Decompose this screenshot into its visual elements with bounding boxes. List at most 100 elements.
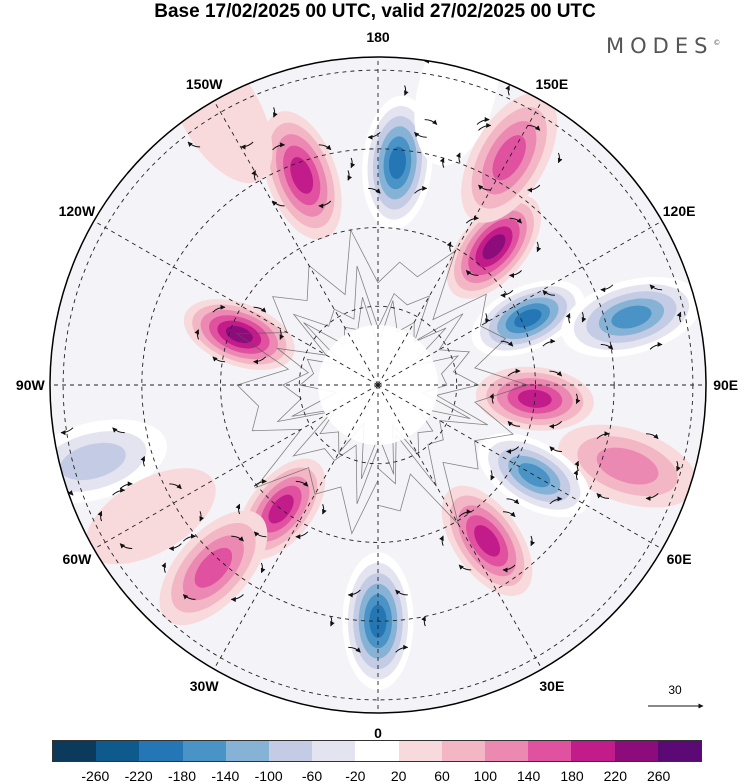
wind-arrow — [253, 356, 267, 365]
anomaly-center — [475, 366, 594, 431]
wind-arrow — [573, 469, 578, 481]
wind-arrow — [112, 487, 126, 496]
anomaly-center — [85, 468, 216, 565]
wind-arrow — [260, 562, 266, 574]
wind-arrow — [542, 338, 556, 347]
colorbar-swatch — [139, 741, 183, 761]
wind-arrow — [279, 329, 285, 340]
wind-arrow — [596, 493, 610, 499]
wind-arrow — [348, 646, 361, 653]
wind-vectors — [41, 57, 682, 653]
wind-arrow — [212, 304, 226, 313]
colorbar-tick-label: 60 — [434, 768, 450, 784]
colorbar-tick-label: 220 — [603, 768, 628, 784]
wind-arrow — [231, 535, 244, 542]
wind-arrow — [645, 493, 659, 501]
colorbar-swatch — [528, 741, 572, 761]
anomaly-contour — [492, 135, 526, 181]
wind-arrow — [168, 543, 182, 552]
wind-arrow — [253, 306, 267, 313]
colorbar-tick-label: -60 — [301, 768, 323, 784]
wind-arrow — [187, 141, 201, 148]
wind-arrow — [404, 85, 409, 96]
brand-logo: MODES© — [606, 34, 720, 58]
wind-arrow — [273, 107, 278, 118]
colorbar-swatch — [225, 741, 270, 761]
colorbar-tick-label: 100 — [473, 768, 498, 784]
wind-arrow — [506, 446, 520, 455]
anomaly-center — [471, 280, 585, 357]
anomaly-contour — [611, 305, 652, 329]
wind-arrow — [581, 312, 587, 323]
wind-arrow — [41, 457, 42, 467]
wind-arrow — [596, 431, 610, 440]
anomaly-contour — [414, 57, 500, 166]
map-border — [49, 56, 707, 714]
wind-arrow — [322, 504, 327, 515]
wind-arrow — [330, 616, 335, 627]
colorbar-swatch — [182, 741, 226, 761]
anomaly-field — [50, 57, 702, 690]
colorbar-swatch — [53, 741, 97, 761]
wind-arrow — [318, 144, 332, 151]
wind-arrow — [600, 284, 614, 293]
colorbar-swatch — [398, 741, 442, 761]
colorbar — [52, 740, 702, 762]
colorbar-tick-label: -260 — [81, 768, 110, 784]
colorbar-tick-label: -220 — [124, 768, 153, 784]
wind-arrow — [251, 170, 256, 181]
latitude-circle — [141, 148, 615, 622]
wind-arrow — [455, 152, 461, 163]
meridian-line — [377, 384, 663, 550]
wind-arrow — [485, 313, 490, 324]
longitude-label: 90W — [15, 377, 45, 393]
colorbar-tick-label: 180 — [560, 768, 584, 784]
wind-arrow — [424, 119, 438, 125]
latitude-circle — [298, 305, 458, 465]
anomaly-contour — [482, 234, 506, 260]
anomaly-contour — [290, 157, 314, 194]
colorbar-tick-label: -140 — [211, 768, 240, 784]
wind-arrow — [367, 131, 381, 140]
longitude-label: 0 — [374, 724, 382, 741]
wind-arrow — [646, 433, 659, 440]
wind-arrow — [478, 184, 491, 191]
wind-arrow — [350, 157, 356, 169]
anomaly-center — [478, 433, 591, 518]
anomaly-contour — [596, 447, 659, 485]
wind-arrow — [527, 184, 541, 193]
anomaly-center — [461, 92, 558, 223]
colorbar-swatch — [269, 741, 313, 761]
wind-arrow — [318, 200, 332, 209]
colorbar-swatch — [485, 741, 529, 761]
wind-arrow — [414, 131, 427, 138]
longitude-label: 60E — [666, 550, 692, 567]
longitude-label: 60W — [62, 550, 92, 567]
wind-arrow — [542, 290, 555, 296]
wind-arrow — [676, 311, 682, 323]
wind-arrow — [500, 290, 514, 298]
anomaly-contour — [517, 389, 552, 408]
wind-arrow — [557, 152, 563, 164]
wind-arrow — [199, 511, 205, 522]
colorbar-tick-label: -100 — [254, 768, 283, 784]
wind-arrow — [182, 533, 196, 542]
meridian-line — [93, 384, 379, 550]
meridian-line — [377, 220, 663, 386]
colorbar-swatch — [441, 741, 486, 761]
colorbar-swatch — [571, 741, 615, 761]
wind-arrow — [97, 510, 103, 522]
colorbar-swatch — [614, 741, 658, 761]
anomaly-contour — [194, 547, 233, 588]
wind-arrow — [458, 509, 472, 518]
wind-arrow — [502, 564, 516, 573]
wind-arrow — [600, 343, 614, 350]
longitude-label: 150W — [185, 75, 223, 92]
wind-arrow — [489, 393, 494, 404]
wind-arrow — [649, 341, 663, 350]
anomaly-contour — [514, 309, 542, 328]
anomaly-contour — [85, 468, 216, 565]
longitude-label: 150E — [535, 75, 569, 92]
wind-arrow — [395, 644, 409, 653]
wind-arrow — [458, 564, 472, 571]
